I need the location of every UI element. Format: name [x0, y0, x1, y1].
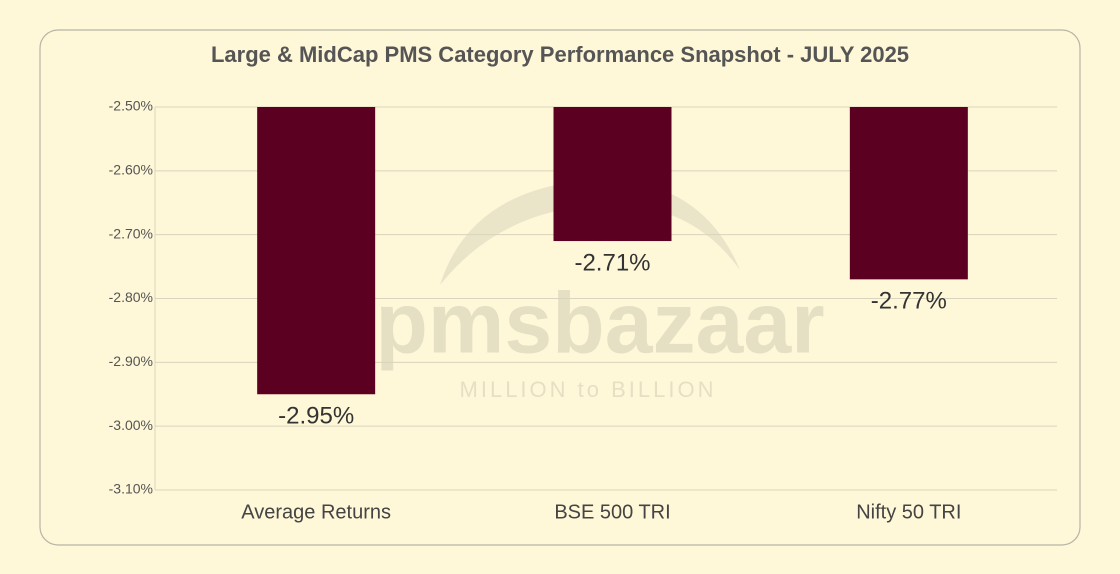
bar [257, 107, 376, 395]
bar [553, 107, 672, 242]
y-tick-label: -2.60% [109, 162, 153, 178]
x-tick-label: BSE 500 TRI [554, 501, 670, 523]
bar [849, 107, 968, 280]
watermark-brand: pmsbazaar [375, 276, 824, 372]
x-tick-label: Average Returns [241, 501, 391, 523]
data-label: -2.95% [278, 403, 354, 430]
watermark-tagline: MILLION to BILLION [460, 377, 717, 402]
y-tick-label: -3.10% [109, 481, 153, 497]
chart-title: Large & MidCap PMS Category Performance … [211, 42, 909, 67]
y-tick-label: -2.50% [109, 98, 153, 114]
data-label: -2.71% [574, 249, 650, 276]
y-tick-label: -2.80% [109, 289, 153, 305]
y-tick-label: -3.00% [109, 417, 153, 433]
y-tick-label: -2.90% [109, 353, 153, 369]
y-tick-label: -2.70% [109, 225, 153, 241]
data-label: -2.77% [871, 288, 947, 315]
x-tick-label: Nifty 50 TRI [856, 501, 961, 523]
